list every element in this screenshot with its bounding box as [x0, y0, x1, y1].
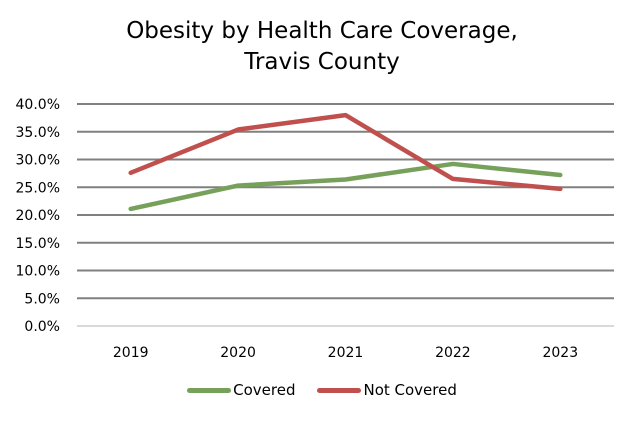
y-tick-label: 35.0%	[16, 125, 60, 141]
legend-item-covered: Covered	[187, 381, 295, 399]
chart-title-line-1: Obesity by Health Care Coverage,	[126, 18, 518, 44]
y-axis-ticks: 0.0% 5.0% 10.0% 15.0% 20.0% 25.0% 30.0% 35.0% 40…	[16, 97, 60, 335]
x-tick-label: 2022	[435, 345, 471, 361]
y-tick-label: 30.0%	[16, 153, 60, 169]
chart-title-line-2: Travis County	[244, 49, 400, 75]
legend-label-not-covered: Not Covered	[363, 381, 457, 399]
series-line-covered	[128, 161, 563, 212]
series-line-not-covered	[128, 112, 563, 192]
x-tick-label: 2019	[113, 345, 149, 361]
x-tick-label: 2020	[220, 345, 256, 361]
legend-swatch-covered	[187, 387, 232, 393]
y-tick-label: 40.0%	[16, 97, 60, 113]
x-axis-ticks: 2019 2020 2021 2022 2023	[113, 345, 578, 361]
y-tick-label: 25.0%	[16, 180, 60, 196]
x-tick-label: 2023	[542, 345, 578, 361]
y-tick-label: 15.0%	[16, 236, 60, 252]
legend-item-not-covered: Not Covered	[317, 381, 457, 399]
legend-label-covered: Covered	[233, 381, 296, 399]
y-tick-label: 10.0%	[16, 264, 60, 280]
y-tick-label: 0.0%	[24, 319, 60, 335]
gridlines	[77, 103, 614, 327]
x-tick-label: 2021	[328, 345, 364, 361]
legend: Covered Not Covered	[0, 381, 644, 399]
series-lines	[128, 112, 563, 212]
y-tick-label: 20.0%	[16, 208, 60, 224]
y-tick-label: 5.0%	[24, 291, 60, 307]
legend-swatch-not-covered	[317, 387, 362, 393]
chart-title: Obesity by Health Care Coverage, Travis …	[0, 16, 644, 78]
